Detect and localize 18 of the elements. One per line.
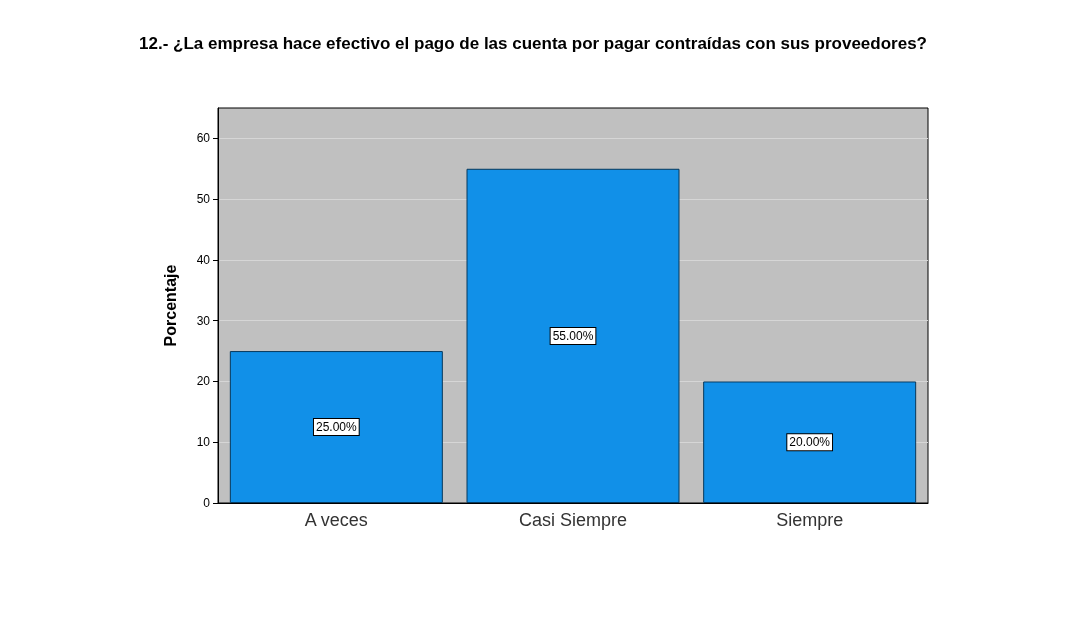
y-tick-label: 10 — [196, 435, 211, 450]
y-tick-label: 60 — [196, 131, 211, 146]
y-tick-label: 40 — [196, 252, 211, 267]
bar — [466, 168, 680, 503]
data-label: 25.00% — [315, 420, 358, 435]
x-tick-label: Casi Siempre — [518, 510, 628, 530]
y-axis-title: Porcentaje — [161, 264, 179, 347]
chart-title: 12.- ¿La empresa hace efectivo el pago de las cuenta por pagar contraídas con sus proveedores? — [139, 34, 927, 53]
y-tick-label: 20 — [196, 374, 211, 389]
x-tick-label: Siempre — [776, 510, 844, 530]
y-tick-label: 0 — [203, 496, 211, 510]
data-label: 55.00% — [552, 328, 594, 343]
bar — [229, 351, 443, 503]
bar — [703, 381, 917, 503]
y-tick-label: 30 — [196, 313, 211, 328]
data-label: 20.00% — [789, 435, 831, 450]
y-tick-label: 50 — [196, 192, 211, 207]
x-tick-label: A veces — [304, 510, 368, 530]
